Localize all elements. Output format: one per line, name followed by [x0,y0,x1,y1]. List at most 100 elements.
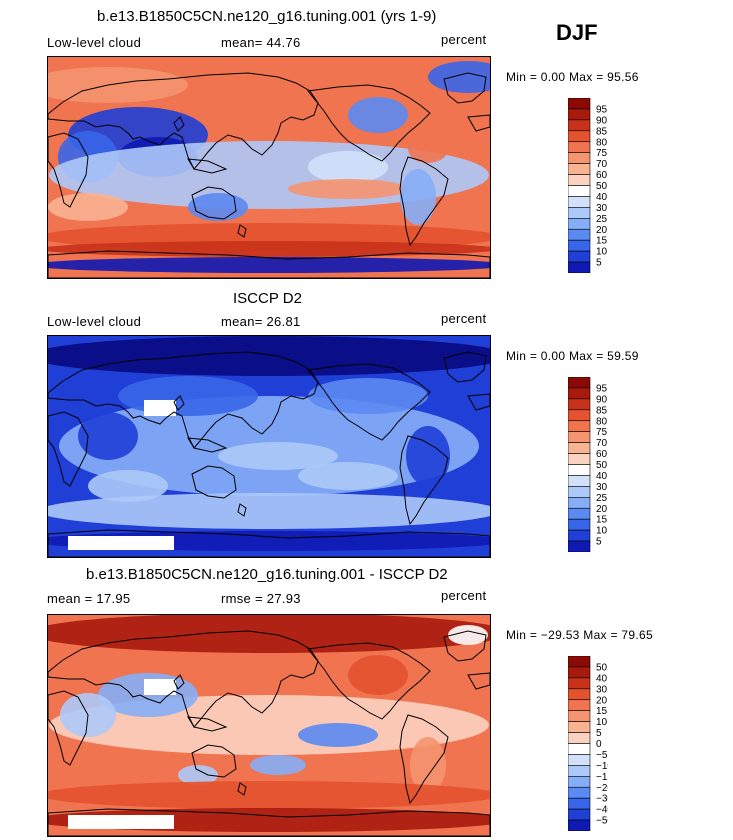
panel-3-units: percent [441,588,487,603]
panel-2-map-svg [48,336,490,557]
colorbar-box [568,218,591,230]
colorbar-tick-label: 70 [596,159,608,170]
colorbar-box [568,141,591,153]
field-contour [250,755,306,775]
colorbar-box [568,152,591,164]
coastline [48,351,319,449]
coastline [237,224,247,238]
panel-3-mean: mean = 17.95 [47,591,131,606]
field-contour [298,462,398,490]
colorbar-tick-label: 0 [596,739,602,750]
colorbar-tick-label: 30 [596,203,608,214]
coastline [48,250,490,278]
coastline [187,716,228,732]
colorbar-tick-label: 40 [596,192,608,203]
colorbar-box [568,377,591,389]
field-contour [428,61,490,93]
coastline [48,630,319,728]
colorbar-tick-label: 15 [596,515,608,526]
colorbar-tick-label: 30 [596,684,608,695]
field-contour [408,135,448,163]
colorbar-box [568,464,591,476]
panel-3-map-svg [48,615,490,836]
panel-3-minmax: Min = −29.53 Max = 79.65 [506,628,653,642]
colorbar-box [568,163,591,175]
panel-2-units: percent [441,311,487,326]
panel-1-mean: mean= 44.76 [221,35,301,50]
colorbar-box [568,656,591,668]
panel-2-colorbar: 95 90 85 80 75 70 60 50 40 30 25 20 15 10 5 [568,377,608,552]
panel-1-map [47,56,491,279]
field-contour [308,151,388,183]
field-contour [48,781,490,809]
coastline [191,465,237,499]
colorbar-tick-label: 50 [596,181,608,192]
colorbar-tick-label: 30 [596,482,608,493]
colorbar-tick-label: 80 [596,137,608,148]
colorbar-tick-label: −50 [596,816,608,827]
colorbar-box [568,398,591,411]
field-contour [48,67,188,103]
colorbar-box [568,721,591,733]
colorbar-tick-label: 90 [596,394,608,405]
colorbar-tick-label: 50 [596,460,608,471]
colorbar-box [568,666,591,679]
colorbar-box [568,677,591,690]
field-contour [188,193,248,221]
panel-2-title: ISCCP D2 [233,290,302,307]
colorbar-box [568,453,591,465]
colorbar-box [568,688,591,701]
missing-data [68,815,174,829]
field-contour [48,493,490,529]
colorbar-box [568,497,591,509]
panel-2-map [47,335,491,558]
field-contour [88,470,168,502]
coastline [307,642,431,720]
coastline [48,808,490,836]
colorbar-box [568,765,591,777]
panel-1-title: b.e13.B1850C5CN.ne120_g16.tuning.001 (yr… [97,8,437,25]
colorbar-tick-label: 20 [596,695,608,706]
colorbar-box [568,743,591,755]
coastline [399,156,449,247]
field-contour [178,765,218,785]
field-contour [348,97,408,133]
colorbar-box [568,529,591,542]
coastline [187,158,228,174]
colorbar-tick-label: 95 [596,383,608,394]
field-contour [400,169,436,225]
coastline [237,503,247,517]
coastline [467,672,490,690]
colorbar-box [568,776,591,788]
colorbar-box [568,710,591,722]
colorbar-box [568,431,591,443]
colorbar-tick-label: 20 [596,504,608,515]
colorbar-box [568,174,591,186]
colorbar-tick-label: 20 [596,225,608,236]
field-contour [348,655,408,695]
colorbar-box [568,754,591,766]
colorbar-box [568,119,591,132]
colorbar-tick-label: 75 [596,427,608,438]
coastline [237,782,247,796]
coastline [443,630,487,662]
colorbar-tick-label: 10 [596,247,608,258]
field-contour [298,723,378,747]
colorbar-box [568,409,591,422]
coastline [48,132,89,208]
colorbar-tick-label: 85 [596,126,608,137]
coastline [191,744,237,778]
coastline [443,72,487,104]
colorbar-tick-label: −40 [596,805,608,816]
panel-2-mean: mean= 26.81 [221,314,301,329]
colorbar-box [568,786,591,799]
coastline [48,411,89,487]
colorbar-tick-label: 10 [596,717,608,728]
colorbar-tick-label: 10 [596,526,608,537]
panel-3-map [47,614,491,837]
coastline [173,395,185,411]
